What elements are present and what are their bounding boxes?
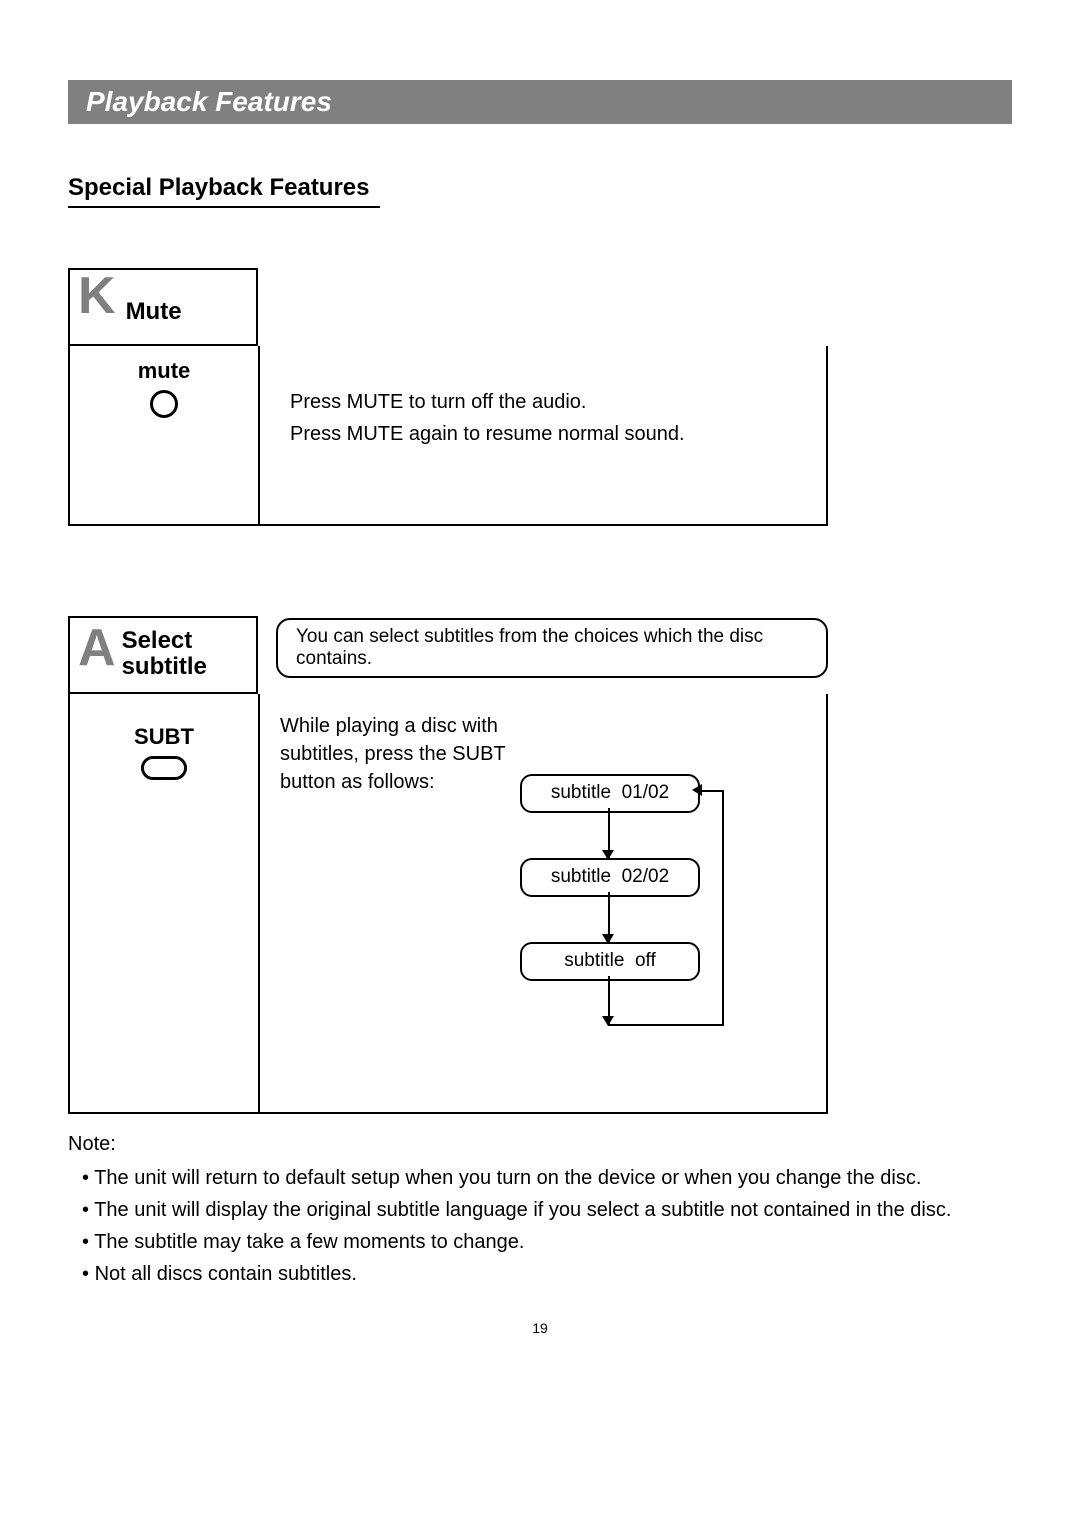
note-item: The subtitle may take a few moments to c… bbox=[82, 1226, 1012, 1258]
subt-button-area: SUBT bbox=[70, 694, 260, 1112]
mute-title: Mute bbox=[126, 298, 182, 326]
section-subtitle-body: SUBT While playing a disc with subtitles… bbox=[68, 694, 828, 1114]
letter-a: A bbox=[78, 622, 116, 674]
loop-line-vertical bbox=[722, 790, 724, 1026]
page-number: 19 bbox=[68, 1320, 1012, 1336]
note-item: The unit will return to default setup wh… bbox=[82, 1162, 1012, 1194]
subtitle-header-desc: You can select subtitles from the choice… bbox=[276, 618, 828, 678]
note-label: Note: bbox=[68, 1128, 1012, 1160]
subtitle-title-line2: subtitle bbox=[122, 653, 207, 680]
header-title: Playback Features bbox=[86, 86, 332, 117]
section-mute: K Mute mute Press MUTE to turn off the a… bbox=[68, 268, 1012, 526]
mute-button-label: mute bbox=[138, 358, 191, 384]
flow-box-3: subtitle off bbox=[520, 942, 700, 981]
subt-button-icon bbox=[141, 756, 187, 780]
section-subtitle-header-cell: A Select subtitle bbox=[68, 616, 258, 694]
mute-button-icon bbox=[150, 390, 178, 418]
subt-button-label: SUBT bbox=[134, 724, 194, 750]
subtitle-title: Select subtitle bbox=[122, 622, 207, 681]
arrow-head-1 bbox=[602, 850, 614, 860]
note-item: The unit will display the original subti… bbox=[82, 1194, 1012, 1226]
letter-k: K bbox=[78, 270, 116, 322]
page: Playback Features Special Playback Featu… bbox=[0, 0, 1080, 1376]
note-list: The unit will return to default setup wh… bbox=[68, 1162, 1012, 1290]
loop-line-top bbox=[700, 790, 724, 792]
subheading: Special Playback Features bbox=[68, 174, 380, 208]
section-subtitle-header: A Select subtitle You can select subtitl… bbox=[68, 616, 828, 694]
arrow-head-2 bbox=[602, 934, 614, 944]
note-item: Not all discs contain subtitles. bbox=[82, 1258, 1012, 1290]
subtitle-instruction: While playing a disc with subtitles, pre… bbox=[280, 712, 530, 796]
loop-arrow-head bbox=[692, 784, 702, 796]
flow-box-2: subtitle 02/02 bbox=[520, 858, 700, 897]
page-header: Playback Features bbox=[68, 80, 1012, 124]
section-mute-header: K Mute bbox=[68, 268, 1012, 346]
mute-button-area: mute bbox=[70, 346, 260, 524]
section-mute-body: mute Press MUTE to turn off the audio. P… bbox=[68, 346, 828, 526]
mute-desc-line2: Press MUTE again to resume normal sound. bbox=[290, 418, 796, 450]
mute-desc-line1: Press MUTE to turn off the audio. bbox=[290, 386, 796, 418]
loop-line-bottom bbox=[608, 1024, 724, 1026]
section-subtitle: A Select subtitle You can select subtitl… bbox=[68, 616, 1012, 1114]
mute-description: Press MUTE to turn off the audio. Press … bbox=[260, 346, 826, 524]
subtitle-description: While playing a disc with subtitles, pre… bbox=[260, 694, 826, 1112]
subtitle-title-line1: Select bbox=[122, 627, 193, 654]
note-section: Note: The unit will return to default se… bbox=[68, 1128, 1012, 1290]
section-mute-header-cell: K Mute bbox=[68, 268, 258, 346]
flow-box-1: subtitle 01/02 bbox=[520, 774, 700, 813]
